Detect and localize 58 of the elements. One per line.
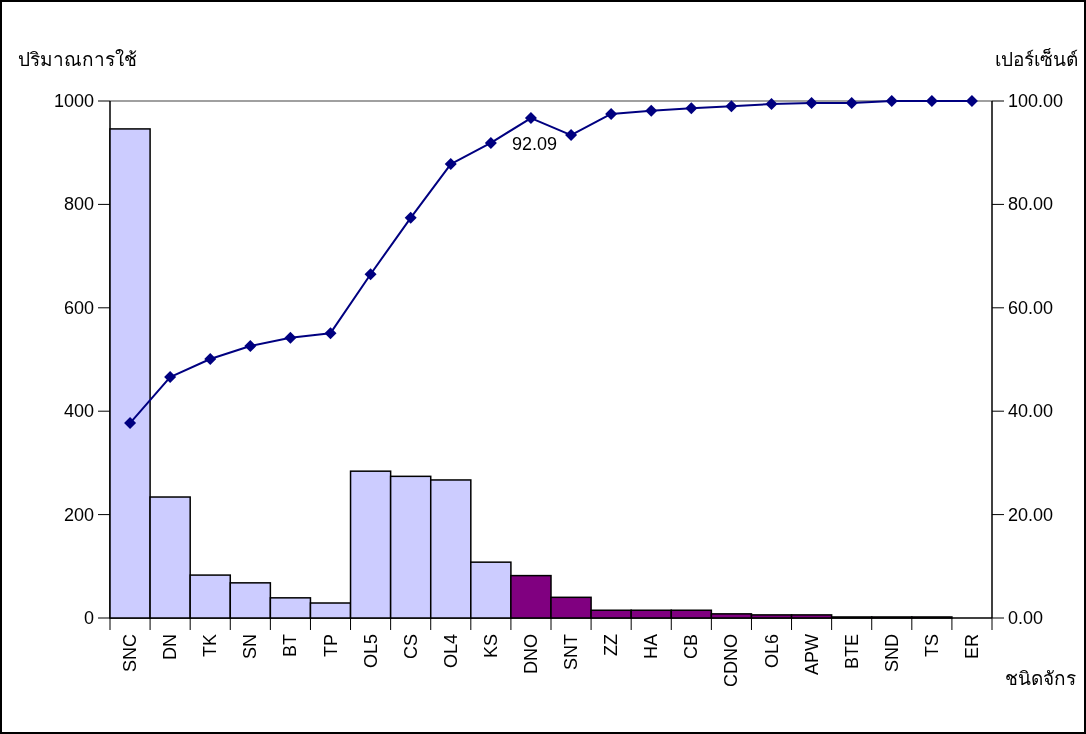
y-tick-label: 200 [63, 504, 94, 525]
x-tick-label: OL6 [761, 634, 782, 669]
x-tick-label: CDNO [721, 634, 742, 687]
y-axis-title: ปริมาณการใช้ [18, 49, 137, 70]
point [284, 331, 297, 344]
x-tick-label: KS [480, 634, 501, 659]
x-tick-label: HA [641, 634, 662, 660]
x-tick-label: ER [961, 634, 982, 660]
x-tick-label: CB [681, 634, 702, 660]
point [244, 340, 257, 353]
annotation: 92.09 [512, 134, 558, 154]
point [364, 268, 377, 281]
x-tick-label: TS [921, 634, 942, 658]
y2-tick-label: 80.00 [1008, 194, 1054, 215]
point [404, 211, 417, 224]
y2-tick-label: 60.00 [1008, 297, 1054, 318]
x-tick-label: ZZ [601, 634, 622, 656]
y-tick-label: 0 [83, 608, 94, 628]
y-tick-label: 600 [63, 297, 94, 318]
y2-tick-label: 40.00 [1008, 401, 1054, 422]
point [725, 100, 738, 113]
x-tick-label: DN [160, 634, 181, 660]
y2-tick-label: 20.00 [1008, 504, 1054, 525]
x-tick-label: OL4 [440, 634, 461, 669]
x-tick-label: TK [200, 634, 221, 658]
point [645, 104, 658, 117]
x-tick-label: SNC [120, 634, 141, 673]
point [164, 371, 177, 384]
x-tick-label: SND [881, 634, 902, 673]
point [685, 102, 698, 115]
x-tick-label: TP [320, 634, 341, 658]
x-tick-label: BTE [841, 634, 862, 670]
x-tick-label: CS [400, 634, 421, 660]
x-tick-label: APW [801, 634, 822, 676]
x-tick-label: BT [280, 634, 301, 658]
point [765, 98, 778, 111]
x-tick-label: SN [240, 634, 261, 660]
point [845, 97, 858, 110]
point [204, 352, 217, 365]
x-tick-label: DNO [520, 634, 541, 674]
point [524, 112, 537, 125]
point [444, 158, 457, 171]
y-tick-label: 400 [63, 401, 94, 422]
y2-tick-label: 100.00 [1008, 91, 1064, 111]
point [805, 97, 818, 110]
point [565, 129, 578, 142]
y2-tick-label: 0.00 [1008, 608, 1044, 628]
point [124, 417, 137, 430]
y-tick-label: 800 [63, 194, 94, 215]
x-tick-label: OL5 [360, 634, 381, 669]
y2-axis-title: เปอร์เซ็นต์ [995, 47, 1078, 70]
x-axis-title: ชนิดจักร [1005, 668, 1076, 689]
y-tick-label: 1000 [53, 91, 94, 111]
point [484, 136, 497, 149]
point [324, 327, 337, 340]
point [885, 95, 898, 107]
x-tick-label: SNT [561, 634, 582, 670]
point [605, 107, 618, 120]
